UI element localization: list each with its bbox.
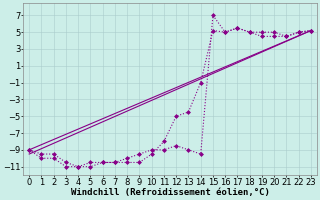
X-axis label: Windchill (Refroidissement éolien,°C): Windchill (Refroidissement éolien,°C): [71, 188, 269, 197]
